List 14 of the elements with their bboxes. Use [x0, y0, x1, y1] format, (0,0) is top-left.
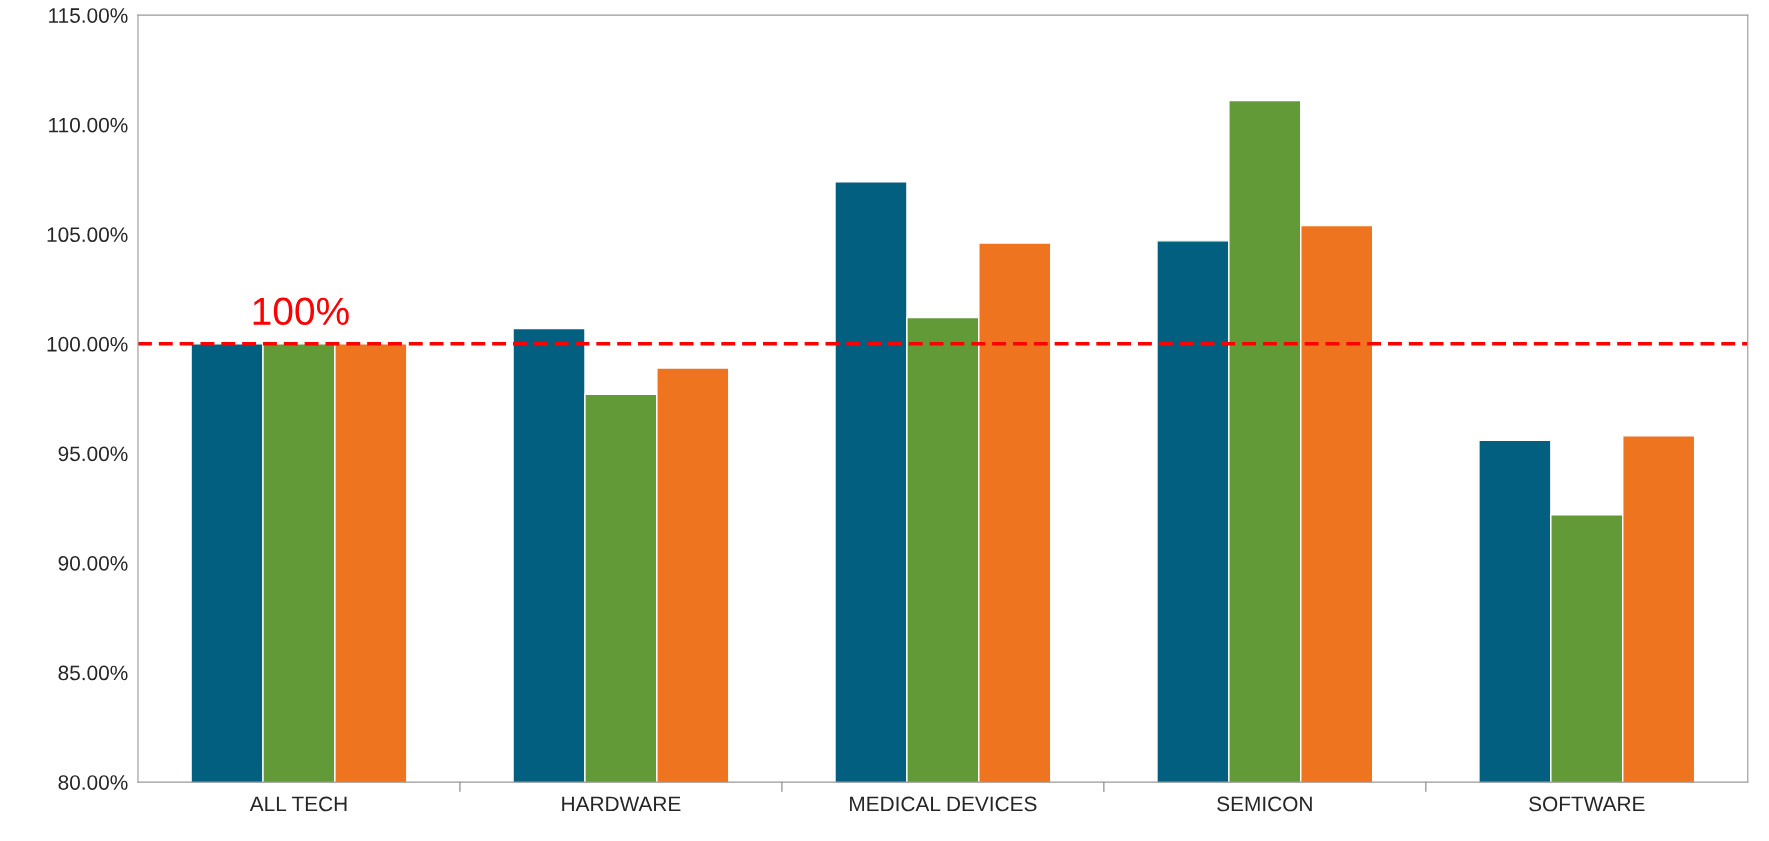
y-tick-label: 85.00% [58, 665, 128, 681]
y-tick-label: 90.00% [58, 555, 128, 571]
x-tick-label: SOFTWARE [1529, 796, 1645, 812]
x-tick-label: ALL TECH [249, 796, 347, 812]
y-tick-label: 115.00% [49, 8, 128, 23]
ref-line-label: 100% [253, 297, 349, 326]
y-tick-label: 80.00% [58, 775, 128, 790]
y-tick-label: 100.00% [47, 336, 128, 352]
y-tick-label: 95.00% [58, 446, 128, 462]
y-tick-label: 110.00% [49, 117, 128, 133]
x-tick-label: SEMICON [1217, 796, 1312, 812]
x-tick-label: HARDWARE [562, 796, 681, 812]
x-tick-label: MEDICAL DEVICES [850, 796, 1037, 812]
y-tick-label: 105.00% [47, 227, 128, 243]
